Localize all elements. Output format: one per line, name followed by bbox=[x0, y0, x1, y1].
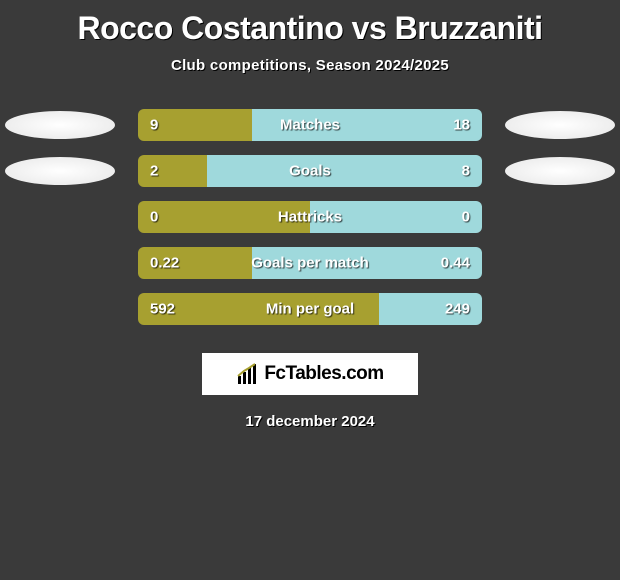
value-left: 0 bbox=[150, 209, 158, 226]
stat-row: 592 249 Min per goal bbox=[0, 293, 620, 325]
logo-part-com: .com bbox=[341, 363, 383, 384]
value-right: 18 bbox=[453, 117, 470, 134]
player2-badge bbox=[505, 111, 615, 139]
stat-label: Goals bbox=[289, 163, 331, 180]
date-text: 17 december 2024 bbox=[245, 413, 374, 430]
stat-bar: 9 18 Matches bbox=[138, 109, 482, 141]
value-right: 0 bbox=[462, 209, 470, 226]
player1-name: Rocco Costantino bbox=[77, 10, 343, 46]
bar-segment-right bbox=[207, 155, 482, 187]
ellipse-icon bbox=[5, 111, 115, 139]
player1-badge bbox=[5, 157, 115, 185]
stat-label: Hattricks bbox=[278, 209, 342, 226]
page-title: Rocco Costantino vs Bruzzaniti bbox=[77, 10, 542, 47]
footer: FcTables.com 17 december 2024 bbox=[202, 353, 418, 430]
vs-text: vs bbox=[352, 10, 387, 46]
value-left: 592 bbox=[150, 301, 175, 318]
stat-bar: 592 249 Min per goal bbox=[138, 293, 482, 325]
subtitle: Club competitions, Season 2024/2025 bbox=[171, 57, 449, 74]
value-left: 2 bbox=[150, 163, 158, 180]
value-right: 8 bbox=[462, 163, 470, 180]
player2-badge bbox=[505, 157, 615, 185]
player2-name: Bruzzaniti bbox=[395, 10, 543, 46]
value-left: 9 bbox=[150, 117, 158, 134]
value-right: 0.44 bbox=[441, 255, 470, 272]
logo-part-fc: Fc bbox=[264, 363, 285, 384]
stat-label: Min per goal bbox=[266, 301, 354, 318]
stats-area: 9 18 Matches 2 8 Goals 0 0 Hattricks 0.22 0.44 Goal… bbox=[0, 109, 620, 325]
stat-row: 0 0 Hattricks bbox=[0, 201, 620, 233]
bar-segment-left bbox=[138, 155, 207, 187]
ellipse-icon bbox=[505, 111, 615, 139]
stat-label: Matches bbox=[280, 117, 340, 134]
logo-part-tables: Tables bbox=[286, 363, 342, 384]
ellipse-icon bbox=[5, 157, 115, 185]
stat-row: 2 8 Goals bbox=[0, 155, 620, 187]
comparison-container: Rocco Costantino vs Bruzzaniti Club comp… bbox=[0, 0, 620, 440]
stat-row: 9 18 Matches bbox=[0, 109, 620, 141]
stat-bar: 0 0 Hattricks bbox=[138, 201, 482, 233]
logo-text: FcTables.com bbox=[264, 363, 383, 385]
value-left: 0.22 bbox=[150, 255, 179, 272]
player1-badge bbox=[5, 111, 115, 139]
stat-bar: 2 8 Goals bbox=[138, 155, 482, 187]
bar-chart-icon bbox=[236, 362, 260, 386]
stat-label: Goals per match bbox=[251, 255, 369, 272]
ellipse-icon bbox=[505, 157, 615, 185]
value-right: 249 bbox=[445, 301, 470, 318]
stat-bar: 0.22 0.44 Goals per match bbox=[138, 247, 482, 279]
stat-row: 0.22 0.44 Goals per match bbox=[0, 247, 620, 279]
logo-box: FcTables.com bbox=[202, 353, 418, 395]
